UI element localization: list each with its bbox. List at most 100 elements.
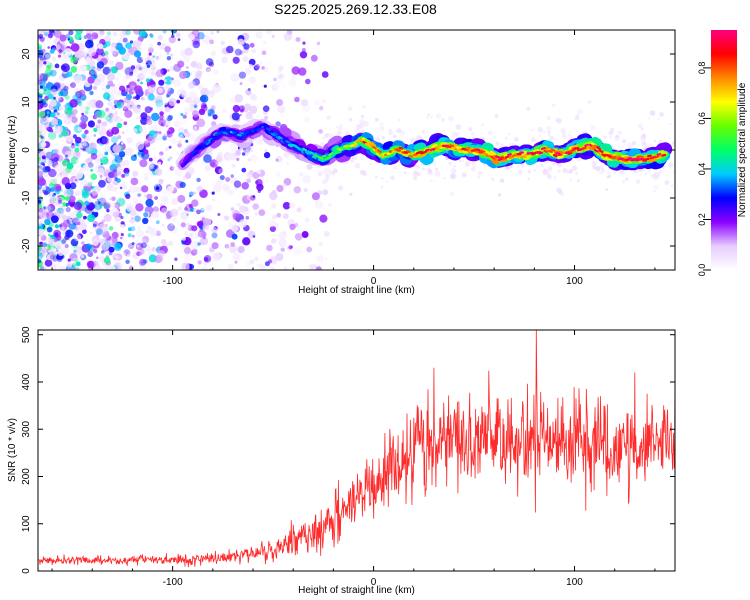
noise-blob xyxy=(111,231,119,239)
ridge-segment xyxy=(311,155,317,159)
noise-blob xyxy=(203,254,212,263)
noise-blob xyxy=(80,40,84,44)
noise-blob xyxy=(89,192,93,196)
ridge-segment xyxy=(564,151,570,155)
ridge-segment xyxy=(540,147,546,150)
band-speckle xyxy=(337,125,343,131)
noise-blob xyxy=(104,110,110,115)
noise-blob xyxy=(183,106,191,114)
noise-blob xyxy=(112,211,120,218)
noise-blob xyxy=(254,64,261,70)
noise-blob xyxy=(270,266,275,270)
band-speckle xyxy=(537,127,544,133)
noise-blob xyxy=(166,52,170,56)
snr-panel: -100 0 100 0 100 200 300 400 500 Height of strai… xyxy=(7,326,676,596)
noise-blob xyxy=(139,125,147,134)
noise-blob xyxy=(108,109,112,113)
noise-blob xyxy=(116,178,121,183)
noise-blob xyxy=(166,214,172,220)
noise-blob xyxy=(224,243,230,249)
noise-blob xyxy=(193,191,197,195)
noise-blob xyxy=(192,78,200,86)
noise-blob xyxy=(120,224,125,229)
colorbar-tick-label: 0.0 xyxy=(697,264,707,277)
noise-blob xyxy=(78,143,82,147)
band-speckle xyxy=(495,141,500,146)
ridge-segment xyxy=(291,141,299,148)
noise-blob xyxy=(66,135,73,142)
ridge-segment xyxy=(319,156,324,160)
ridge-segment xyxy=(210,137,216,142)
y-tick-label: 100 xyxy=(21,515,32,532)
noise-blob xyxy=(191,225,198,232)
noise-blob xyxy=(84,200,90,206)
noise-blob xyxy=(54,224,60,229)
ridge-segment xyxy=(405,150,411,154)
noise-blob xyxy=(43,88,52,96)
noise-blob xyxy=(76,165,80,169)
noise-blob xyxy=(131,242,135,246)
noise-blob xyxy=(89,231,93,235)
snr-plot-area xyxy=(38,330,675,571)
band-speckle xyxy=(412,170,419,176)
noise-blob xyxy=(74,178,78,182)
noise-blob xyxy=(126,206,133,212)
noise-blob xyxy=(212,252,222,261)
noise-blob xyxy=(142,235,150,243)
noise-blob xyxy=(154,95,163,104)
noise-blob xyxy=(124,171,130,177)
noise-blob xyxy=(171,222,174,226)
noise-blob xyxy=(193,129,199,134)
band-speckle xyxy=(464,161,471,167)
noise-blob xyxy=(185,139,189,143)
noise-blob xyxy=(122,37,128,43)
noise-blob xyxy=(200,94,209,103)
ridge-segment xyxy=(374,149,380,154)
noise-blob xyxy=(111,196,116,202)
band-speckle xyxy=(648,117,651,120)
band-speckle xyxy=(556,187,562,193)
noise-blob xyxy=(116,101,123,109)
y-tick-label: 300 xyxy=(21,420,32,437)
noise-blob xyxy=(44,218,51,226)
noise-blob xyxy=(112,186,118,193)
band-speckle xyxy=(336,130,343,136)
noise-blob xyxy=(111,83,115,87)
noise-blob xyxy=(247,158,251,162)
ridge-segment xyxy=(282,140,288,144)
noise-blob xyxy=(217,213,221,216)
noise-blob xyxy=(95,159,100,164)
noise-blob xyxy=(122,182,126,186)
ridge-segment xyxy=(225,130,230,133)
band-speckle xyxy=(349,192,353,196)
noise-blob xyxy=(214,166,223,175)
ridge-segment xyxy=(293,146,301,153)
noise-blob xyxy=(82,229,87,235)
noise-blob xyxy=(48,239,57,247)
snr-frame xyxy=(37,329,676,572)
noise-blob xyxy=(210,50,216,57)
noise-blob xyxy=(101,219,105,224)
noise-blob xyxy=(177,38,181,41)
noise-blob xyxy=(51,118,59,126)
band-speckle xyxy=(551,103,556,108)
noise-blob xyxy=(101,87,104,91)
noise-blob xyxy=(49,187,55,192)
noise-blob xyxy=(144,106,152,114)
band-speckle xyxy=(633,170,636,174)
noise-blob xyxy=(57,249,65,256)
ridge-segment xyxy=(222,131,228,135)
band-speckle xyxy=(516,164,520,169)
noise-blob xyxy=(38,259,42,264)
band-speckle xyxy=(576,159,580,162)
noise-blob xyxy=(264,149,268,153)
noise-blob xyxy=(120,142,124,145)
noise-blob xyxy=(135,78,142,86)
noise-blob xyxy=(236,157,240,161)
noise-blob xyxy=(74,245,84,255)
ridge-segment xyxy=(200,145,206,150)
noise-blob xyxy=(72,257,78,263)
noise-blob xyxy=(316,254,324,263)
noise-blob xyxy=(162,72,166,76)
